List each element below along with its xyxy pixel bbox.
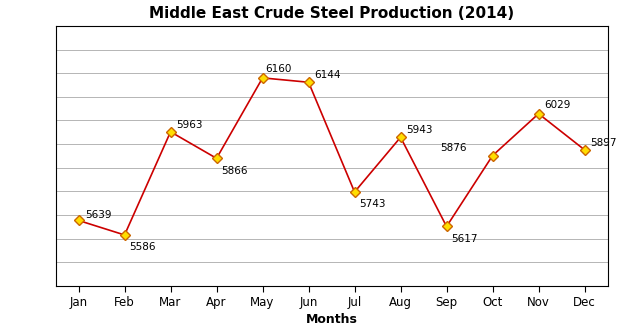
Text: 5639: 5639 <box>86 210 112 220</box>
Text: 6029: 6029 <box>544 100 571 110</box>
Text: 5866: 5866 <box>221 166 248 176</box>
Text: 5943: 5943 <box>406 125 432 135</box>
Title: Middle East Crude Steel Production (2014): Middle East Crude Steel Production (2014… <box>149 6 514 21</box>
Text: 5876: 5876 <box>440 143 466 153</box>
Text: 5586: 5586 <box>129 242 155 252</box>
Text: 6160: 6160 <box>266 64 292 74</box>
Text: 5897: 5897 <box>590 138 617 148</box>
Text: 6144: 6144 <box>314 70 341 80</box>
Text: 5963: 5963 <box>176 120 202 129</box>
X-axis label: Months: Months <box>306 313 358 326</box>
Text: 5743: 5743 <box>359 199 385 209</box>
Text: 5617: 5617 <box>451 234 478 244</box>
